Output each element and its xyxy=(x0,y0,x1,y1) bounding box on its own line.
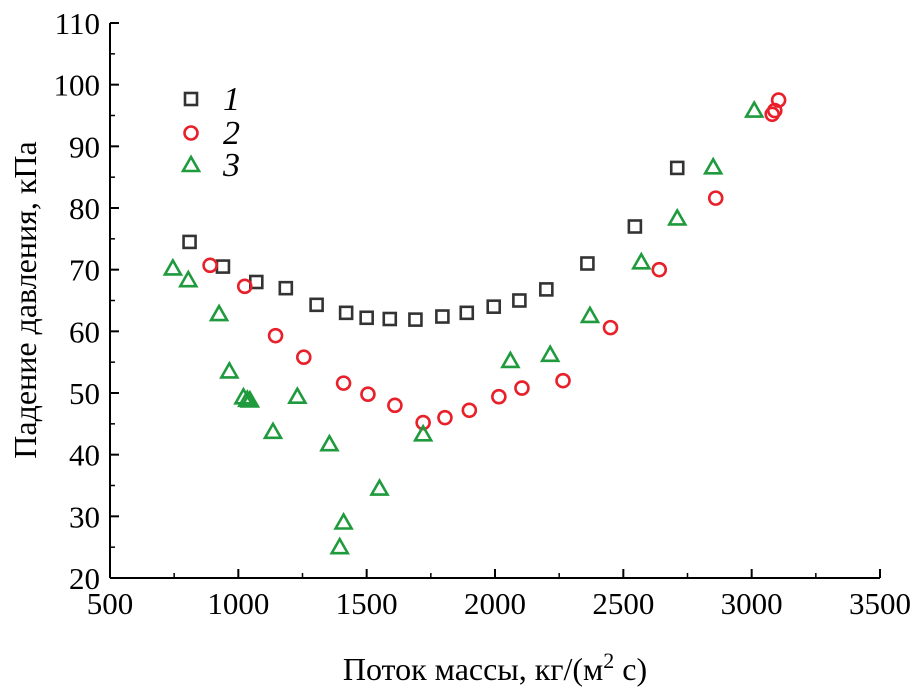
series-2-point xyxy=(387,397,403,414)
legend-label-3: 3 xyxy=(222,147,240,184)
series-3-point xyxy=(333,511,354,530)
series-2-point xyxy=(651,261,668,278)
y-tick-label: 100 xyxy=(54,68,101,103)
y-tick-label: 60 xyxy=(69,314,100,349)
series-1-point xyxy=(359,310,374,326)
series-1-point xyxy=(459,305,475,321)
series-3 xyxy=(162,99,765,555)
series-3-point xyxy=(702,156,724,175)
legend-marker-3 xyxy=(180,154,202,173)
series-1-point xyxy=(435,309,450,324)
series-3-point xyxy=(666,207,688,226)
x-tick-label: 500 xyxy=(87,586,134,621)
series-2-point xyxy=(555,372,571,389)
x-axis-title-main: Поток массы, кг/(м xyxy=(343,651,603,687)
series-1 xyxy=(182,160,685,327)
series-2-point xyxy=(335,375,352,391)
series-2-point xyxy=(707,190,724,206)
series-2-point xyxy=(360,386,376,403)
x-tick-label: 2000 xyxy=(464,586,526,621)
series-3-point xyxy=(239,389,261,408)
series-2-point xyxy=(602,319,619,336)
series-1-point xyxy=(539,282,554,297)
series-1-point xyxy=(382,311,398,327)
ticks: 500 1000 1500 2000 2500 3000 3500 20 30 40 50 60 70 8… xyxy=(54,6,912,621)
x-tick-label: 3000 xyxy=(721,586,783,621)
series-2-point xyxy=(770,92,787,108)
y-axis-title: Падение давления, кПа xyxy=(7,141,43,458)
y-tick-label: 110 xyxy=(55,6,100,41)
series-2-point xyxy=(461,402,478,419)
series-1-point xyxy=(309,297,324,313)
series-3-point xyxy=(262,421,284,440)
y-tick-label: 40 xyxy=(69,438,100,473)
series-2-point xyxy=(267,327,284,344)
series-3-point xyxy=(539,344,561,363)
series-2-point xyxy=(236,278,253,295)
series-1-point xyxy=(182,234,197,250)
series-2 xyxy=(202,92,787,431)
legend: 123 xyxy=(180,81,240,184)
legend-marker-1 xyxy=(183,91,199,107)
legend-marker-2 xyxy=(183,125,199,141)
series-1-point xyxy=(408,312,423,327)
series-1-point xyxy=(580,256,595,271)
series-3-point xyxy=(631,251,652,270)
series-2-point xyxy=(202,257,218,274)
series-3-point xyxy=(219,360,240,379)
series-1-point xyxy=(215,259,231,274)
series-1-point xyxy=(512,293,527,308)
series-3-point xyxy=(329,536,350,555)
y-tick-label: 90 xyxy=(69,129,100,164)
series-1-point xyxy=(669,160,685,176)
x-axis-title: Поток массы, кг/(м2 с) xyxy=(343,648,647,687)
x-tick-label: 1000 xyxy=(207,586,269,621)
series-2-point xyxy=(491,388,507,405)
legend-label-1: 1 xyxy=(223,81,240,118)
series-2-point xyxy=(415,414,431,431)
y-tick-label: 30 xyxy=(69,499,100,534)
series-3-point xyxy=(319,433,340,452)
x-tick-label: 1500 xyxy=(336,586,398,621)
series-3-point xyxy=(412,423,434,442)
series-1-point xyxy=(338,305,354,321)
series-2-point xyxy=(437,409,453,426)
series-3-point xyxy=(162,257,184,276)
y-tick-label: 50 xyxy=(69,376,100,411)
series-3-point xyxy=(369,477,390,496)
x-axis-title-end: с) xyxy=(614,651,647,687)
series-3-point xyxy=(743,99,765,118)
y-tick-label: 20 xyxy=(69,561,100,596)
series-3-point xyxy=(287,386,308,405)
series-3-point xyxy=(579,305,601,324)
series-2-point xyxy=(514,380,530,396)
x-axis-title-sup: 2 xyxy=(603,648,614,673)
y-tick-label: 70 xyxy=(69,253,100,288)
legend-label-2: 2 xyxy=(223,115,240,152)
series-2-point xyxy=(295,349,312,366)
series-1-point xyxy=(486,299,502,314)
x-tick-label: 2500 xyxy=(592,586,654,621)
y-tick-label: 80 xyxy=(69,191,100,226)
series-3-point xyxy=(208,303,230,322)
series-1-point xyxy=(627,219,643,234)
data-points xyxy=(162,92,787,555)
series-3-point xyxy=(500,350,521,369)
series-3-point xyxy=(178,269,199,288)
x-tick-label: 3500 xyxy=(849,586,911,621)
series-1-point xyxy=(278,280,294,296)
